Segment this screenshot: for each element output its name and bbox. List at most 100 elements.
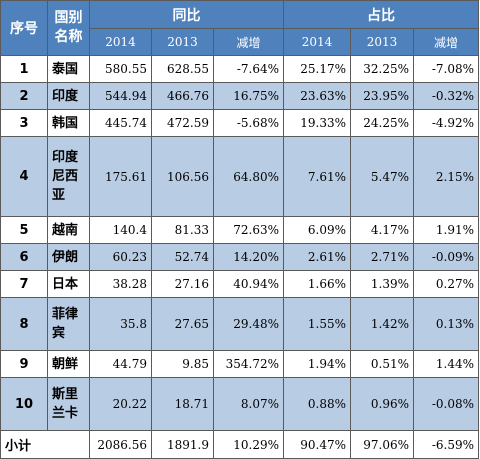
yoy-2013-value: 81.33 — [151, 216, 214, 244]
table-row: 3 韩国 445.74 472.59 -5.68% 19.33% 24.25% -4.92% — [0, 109, 480, 137]
row-index: 9 — [0, 350, 48, 378]
table-row: 6 伊朗 60.23 52.74 14.20% 2.61% 2.71% -0.09% — [0, 243, 480, 271]
row-index: 7 — [0, 270, 48, 298]
share-change-value: 2.15% — [413, 136, 480, 217]
table-row: 4 印度 尼西亚 175.61 106.56 64.80% 7.61% 5.47% 2.15% — [0, 136, 480, 217]
share-2014-value: 1.55% — [283, 297, 352, 351]
country-name: 斯里 兰卡 — [47, 377, 90, 431]
country-name-line: 泰国 — [52, 61, 79, 77]
share-change-value: -4.92% — [413, 109, 480, 137]
yoy-2013-value: 27.65 — [151, 297, 214, 351]
yoy-2014-value: 175.61 — [89, 136, 152, 217]
yoy-change-value: 14.20% — [212, 243, 285, 271]
yoy-change-value: 72.63% — [212, 216, 285, 244]
yoy-2013-value: 106.56 — [151, 136, 214, 217]
share-2013-value: 0.51% — [350, 350, 415, 378]
yoy-change-value: 354.72% — [212, 350, 285, 378]
row-index: 5 — [0, 216, 48, 244]
table-row: 10 斯里 兰卡 20.22 18.71 8.07% 0.88% 0.96% -0.08% — [0, 377, 480, 431]
share-2013-header: 2013 — [350, 28, 415, 56]
share-2013-value: 1.42% — [350, 297, 415, 351]
total-share-2013: 97.06% — [350, 430, 415, 459]
share-change-value: -7.08% — [413, 55, 480, 83]
yoy-change-header: 减增 — [212, 28, 285, 56]
country-name-line: 宾 — [52, 326, 66, 341]
country-name-line: 菲律 — [52, 307, 79, 322]
country-name: 伊朗 — [47, 243, 90, 271]
yoy-2013-value: 9.85 — [151, 350, 214, 378]
share-change-value: 0.13% — [413, 297, 480, 351]
total-label: 小计 — [0, 430, 90, 459]
total-yoy-2014: 2086.56 — [89, 430, 152, 459]
share-change-value: 0.27% — [413, 270, 480, 298]
country-name-line: 亚 — [52, 188, 66, 203]
row-index: 4 — [0, 136, 48, 217]
table-body: 1 泰国 580.55 628.55 -7.64% 25.17% 32.25% -7.08% 2… — [0, 55, 480, 459]
yoy-change-value: 64.80% — [212, 136, 285, 217]
yoy-group-header: 同比 — [88, 0, 285, 29]
share-group-header: 占比 — [283, 0, 480, 29]
yoy-change-value: -5.68% — [212, 109, 285, 137]
row-index: 10 — [0, 377, 48, 431]
total-share-change: -6.59% — [413, 430, 480, 459]
table-row: 5 越南 140.4 81.33 72.63% 6.09% 4.17% 1.91% — [0, 216, 480, 244]
share-2014-value: 25.17% — [283, 55, 352, 83]
share-2013-value: 24.25% — [350, 109, 415, 137]
share-2014-value: 6.09% — [283, 216, 352, 244]
share-change-value: 1.91% — [413, 216, 480, 244]
country-name-line: 印度 — [52, 150, 79, 165]
share-change-value: -0.32% — [413, 82, 480, 110]
yoy-change-value: 8.07% — [212, 377, 285, 431]
country-name-line: 印度 — [52, 88, 79, 104]
country-name-line: 兰卡 — [52, 406, 79, 421]
yoy-change-value: -7.64% — [212, 55, 285, 83]
row-index: 8 — [0, 297, 48, 351]
country-header: 国别 名称 — [47, 0, 90, 56]
share-change-value: -0.08% — [413, 377, 480, 431]
table-row: 8 菲律宾 35.8 27.65 29.48% 1.55% 1.42% 0.13% — [0, 297, 480, 351]
index-header: 序号 — [0, 0, 48, 56]
header-row-2: 2014 2013 减增 2014 2013 减增 — [1, 28, 480, 56]
share-2013-value: 0.96% — [350, 377, 415, 431]
row-index: 6 — [0, 243, 48, 271]
total-row: 小计 2086.56 1891.9 10.29% 90.47% 97.06% -6.59% — [0, 430, 480, 459]
header-row-1: 序号 国别 名称 同比 占比 — [0, 0, 480, 56]
yoy-2013-value: 628.55 — [151, 55, 214, 83]
yoy-2014-value: 445.74 — [89, 109, 152, 137]
yoy-2014-value: 44.79 — [89, 350, 152, 378]
share-2013-value: 32.25% — [350, 55, 415, 83]
yoy-2014-value: 38.28 — [89, 270, 152, 298]
country-name-line: 朝鲜 — [52, 356, 79, 372]
table-row: 2 印度 544.94 466.76 16.75% 23.63% 23.95% -0.32% — [0, 82, 480, 110]
share-2014-value: 7.61% — [283, 136, 352, 217]
share-change-header: 减增 — [413, 28, 480, 56]
yoy-2013-value: 18.71 — [151, 377, 214, 431]
share-2014-value: 2.61% — [283, 243, 352, 271]
country-name: 泰国 — [47, 55, 90, 83]
share-2014-header: 2014 — [283, 28, 352, 56]
yoy-2014-value: 60.23 — [89, 243, 152, 271]
total-yoy-2013: 1891.9 — [151, 430, 214, 459]
share-2014-value: 1.94% — [283, 350, 352, 378]
country-name: 印度 — [47, 82, 90, 110]
share-2014-value: 0.88% — [283, 377, 352, 431]
country-name: 越南 — [47, 216, 90, 244]
country-name-line: 越南 — [52, 222, 79, 238]
table-row: 9 朝鲜 44.79 9.85 354.72% 1.94% 0.51% 1.44% — [0, 350, 480, 378]
country-name: 朝鲜 — [47, 350, 90, 378]
yoy-2013-value: 472.59 — [151, 109, 214, 137]
share-2014-value: 23.63% — [283, 82, 352, 110]
row-index: 2 — [0, 82, 48, 110]
share-2013-value: 2.71% — [350, 243, 415, 271]
total-share-2014: 90.47% — [283, 430, 352, 459]
row-index: 1 — [0, 55, 48, 83]
share-change-value: 1.44% — [413, 350, 480, 378]
country-name-line: 日本 — [52, 276, 79, 292]
country-name: 韩国 — [47, 109, 90, 137]
country-header-line2: 名称 — [54, 29, 83, 45]
share-2014-value: 1.66% — [283, 270, 352, 298]
yoy-2013-value: 27.16 — [151, 270, 214, 298]
share-change-value: -0.09% — [413, 243, 480, 271]
share-2013-value: 5.47% — [350, 136, 415, 217]
